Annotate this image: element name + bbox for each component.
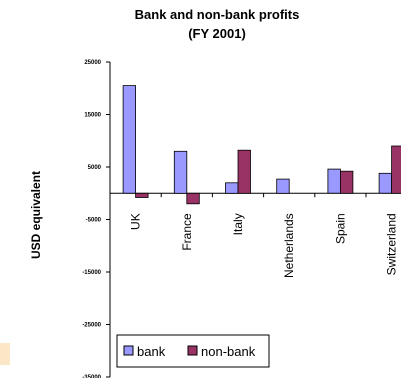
x-tick-label: UK	[129, 213, 143, 230]
bar-non-bank-italy	[237, 149, 251, 194]
chart-title-line2: (FY 2001)	[188, 26, 246, 41]
legend-swatch-non-bank	[187, 345, 198, 356]
bar-bank-netherlands	[276, 178, 290, 194]
plot-area: 25000 15000 5000 -5000 -15000 -25000 -35000 UK F…	[82, 60, 401, 378]
x-tick-label: Netherlands	[282, 213, 296, 278]
bar-bank-uk	[122, 85, 136, 194]
x-tick-label: Italy	[231, 213, 245, 235]
y-tick-label: 15000	[84, 113, 101, 119]
y-axis-label: USD equivalent	[29, 171, 43, 259]
chart-title-line1: Bank and non-bank profits	[135, 7, 300, 22]
y-tick-label: 25000	[84, 60, 101, 66]
y-tick-label: -5000	[86, 218, 102, 224]
bar-bank-france	[173, 150, 188, 194]
x-tick-label: Switzerland	[385, 213, 399, 275]
bar-non-bank-switzerland	[391, 145, 401, 194]
legend-label-bank: bank	[137, 344, 166, 359]
bar-bank-switzerland	[378, 172, 393, 194]
bar-bank-italy	[225, 182, 239, 194]
bar-non-bank-spain	[339, 170, 354, 194]
y-tick-label: -25000	[82, 323, 101, 329]
bar-non-bank-france	[186, 192, 200, 205]
y-tick-label: -35000	[82, 375, 101, 378]
corner-decoration	[0, 343, 10, 365]
bar-bank-spain	[327, 168, 341, 194]
legend-label-non-bank: non-bank	[201, 344, 256, 359]
x-tick-label: France	[180, 213, 194, 251]
legend: bank non-bank	[116, 334, 270, 368]
bar-non-bank-uk	[135, 192, 149, 198]
y-tick-label: -15000	[82, 270, 101, 276]
legend-swatch-bank	[123, 345, 134, 356]
y-tick-label: 5000	[88, 165, 102, 171]
x-tick-label: Spain	[333, 213, 347, 244]
